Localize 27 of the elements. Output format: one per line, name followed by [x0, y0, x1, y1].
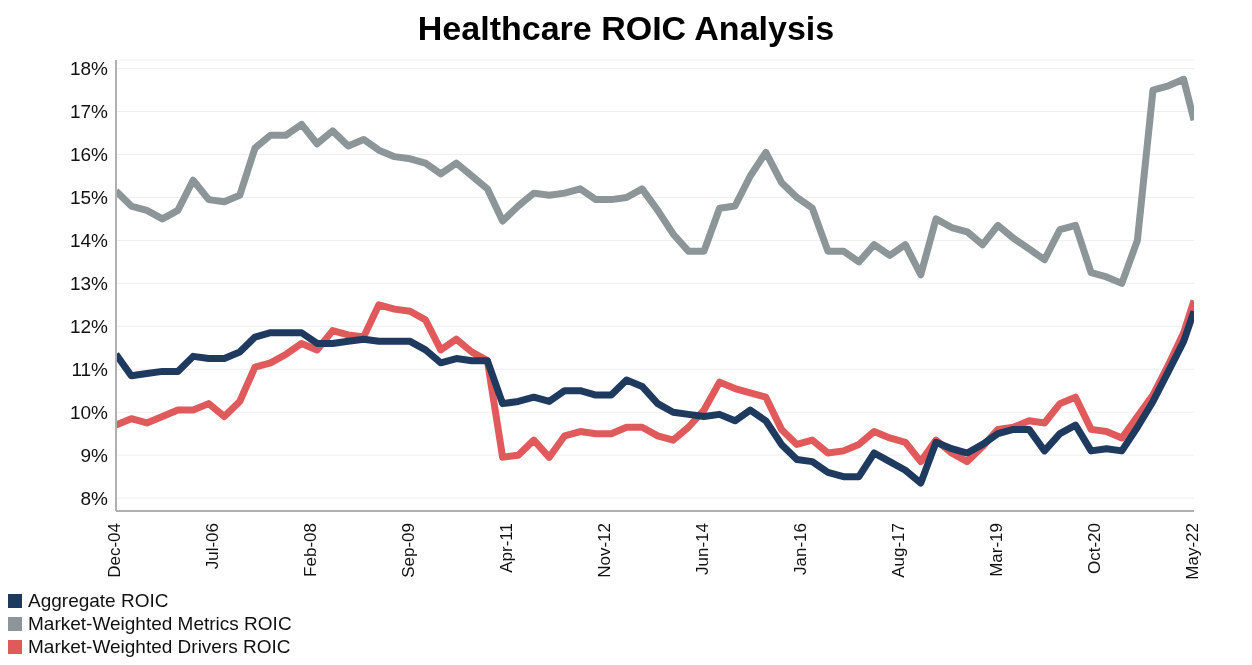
y-tick-label: 12%	[69, 316, 109, 338]
legend-label: Aggregate ROIC	[28, 589, 169, 612]
y-tick-label: 15%	[69, 187, 109, 209]
x-tick-label: Aug-17	[889, 523, 909, 578]
x-tick-label: Feb-08	[301, 523, 321, 577]
x-tick-label: May-22	[1183, 523, 1203, 580]
chart-title: Healthcare ROIC Analysis	[416, 8, 836, 49]
y-tick-label: 17%	[69, 101, 109, 123]
x-tick-label: Jul-06	[202, 523, 222, 570]
y-tick-label: 18%	[69, 58, 109, 80]
y-tick-label: 11%	[71, 359, 109, 380]
x-tick-label: Nov-12	[595, 523, 615, 578]
legend-label: Market-Weighted Metrics ROIC	[28, 612, 292, 635]
legend-label: Market-Weighted Drivers ROIC	[28, 635, 291, 658]
x-tick-label: Dec-04	[105, 523, 125, 578]
x-tick-label: Mar-19	[986, 523, 1006, 577]
y-tick-label: 13%	[69, 273, 109, 295]
y-tick-label: 14%	[69, 230, 109, 252]
x-tick-label: Sep-09	[399, 523, 419, 578]
y-tick-label: 9%	[80, 444, 109, 466]
x-tick-label: Apr-11	[496, 523, 516, 573]
y-tick-label: 16%	[69, 144, 109, 166]
x-tick-label: Jan-16	[791, 523, 811, 575]
y-tick-label: 10%	[69, 401, 109, 423]
x-tick-label: Oct-20	[1085, 523, 1105, 575]
y-tick-label: 8%	[80, 487, 109, 509]
x-tick-label: Jun-14	[693, 523, 713, 575]
